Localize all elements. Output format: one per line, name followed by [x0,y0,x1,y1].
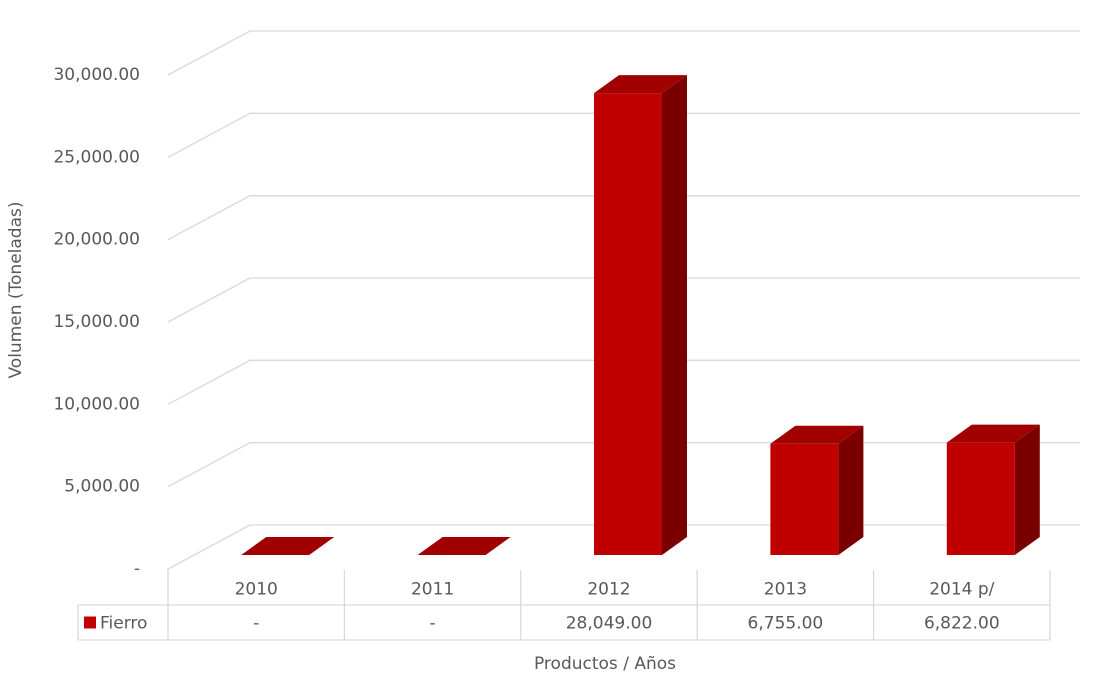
bar-top [770,425,864,444]
data-label: - [430,614,436,634]
x-axis-title: Productos / Años [534,654,676,674]
grid-line [167,195,1080,241]
data-label: 6,822.00 [924,614,1000,634]
bar [946,424,1040,555]
bar-side [838,425,864,555]
data-label: - [253,614,259,634]
y-tick-label: - [134,559,140,579]
bar-top [241,537,335,555]
grid-line [167,359,1080,405]
bar [770,425,864,555]
bar-front [594,93,662,555]
grid-line [167,112,1080,158]
bar-side [662,75,687,555]
grid-line [167,30,1080,76]
bar-top [594,75,687,94]
grid-line [167,277,1080,323]
bar-top [946,424,1040,443]
y-tick-label: 25,000.00 [53,147,140,167]
bar-front [946,442,1015,555]
legend-label: Fierro [100,614,147,634]
bar [594,75,687,555]
y-tick-label: 10,000.00 [53,394,140,414]
x-tick-label: 2014 p/ [929,580,994,600]
x-tick-label: 2012 [587,580,630,600]
y-tick-label: 5,000.00 [64,477,140,497]
x-tick-label: 2011 [411,580,454,600]
y-tick-label: 20,000.00 [53,230,140,250]
bar-top [417,537,511,555]
bar [417,537,511,555]
bar-side [1014,424,1040,555]
bar [241,537,335,555]
y-tick-label: 30,000.00 [53,65,140,85]
data-label: 6,755.00 [748,614,824,634]
legend-swatch [84,616,96,629]
x-tick-label: 2013 [764,580,807,600]
bar-front [770,443,839,555]
x-tick-label: 2010 [235,580,278,600]
y-tick-label: 15,000.00 [53,312,140,332]
data-label: 28,049.00 [566,614,653,634]
y-axis-title: Volumen (Toneladas) [6,201,26,378]
